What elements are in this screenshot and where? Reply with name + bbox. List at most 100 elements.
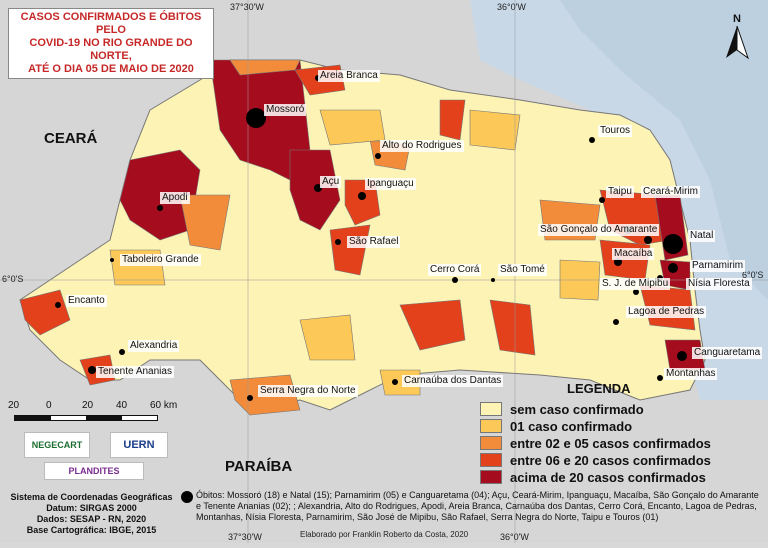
- city-label-sao-goncalo: São Gonçalo do Amarante: [538, 224, 660, 236]
- death-marker-sj-mipibu: [633, 289, 639, 295]
- city-label-montanhas: Montanhas: [664, 368, 718, 380]
- scale-tick: 20: [82, 400, 94, 411]
- credit: Elaborado por Franklin Roberto da Costa,…: [300, 530, 469, 539]
- city-label-taboleiro-grande: Taboleiro Grande: [120, 254, 201, 266]
- death-marker-encanto: [55, 302, 61, 308]
- death-marker-touros: [589, 137, 595, 143]
- death-marker-sao-tome: [491, 278, 495, 282]
- death-marker-parnamirim: [668, 263, 678, 273]
- death-legend-dot: [181, 491, 193, 503]
- legend-swatch: [480, 419, 502, 433]
- legend-item: acima de 20 casos confirmados: [480, 469, 706, 485]
- legend-label: 01 caso confirmado: [510, 418, 633, 434]
- death-marker-serra-negra: [247, 395, 253, 401]
- death-marker-mossoro: [246, 108, 266, 128]
- death-marker-apodi: [157, 205, 163, 211]
- map-title-line: CASOS CONFIRMADOS E ÓBITOS PELO: [20, 11, 202, 36]
- coord-lon-top-right: 36°0'W: [497, 2, 526, 12]
- yellow-region-4: [299, 314, 356, 361]
- legend-item: 01 caso confirmado: [480, 418, 632, 434]
- city-label-mossoro: Mossoró: [264, 104, 307, 116]
- north-arrow-label: N: [733, 13, 741, 25]
- neighbor-paraiba: PARAÍBA: [225, 458, 293, 475]
- legend-swatch: [480, 453, 502, 467]
- map-title-line: COVID-19 NO RIO GRANDE DO NORTE,: [29, 37, 193, 62]
- death-marker-tenente-ananias: [88, 366, 96, 374]
- macaiba-region: [599, 239, 651, 281]
- city-label-encanto: Encanto: [66, 295, 107, 307]
- city-label-macaiba: Macaíba: [612, 248, 655, 260]
- city-label-alexandria: Alexandria: [128, 340, 180, 352]
- city-label-areia-branca: Areia Branca: [318, 70, 380, 82]
- legend-item: entre 02 e 05 casos confirmados: [480, 435, 711, 451]
- obitos-text: Óbitos: Mossoró (18) e Natal (15); Parna…: [196, 490, 759, 522]
- city-label-alto-do-rodrigues: Alto do Rodrigues: [380, 140, 464, 152]
- scale-tick: 60 km: [150, 400, 178, 411]
- death-legend-icon: [181, 491, 193, 503]
- coast-region: [229, 59, 301, 76]
- legend-title: LEGENDA: [567, 381, 631, 396]
- death-marker-alexandria: [119, 349, 125, 355]
- scale-tick: 0: [46, 400, 52, 411]
- city-label-ceara-mirim: Ceará-Mirim: [641, 186, 700, 198]
- city-label-acu: Açu: [320, 176, 342, 188]
- info-cartographic-base: Base Cartográfica: IBGE, 2015: [26, 525, 157, 535]
- death-marker-macaiba: [614, 258, 622, 266]
- coord-lon-top-left: 37°30'W: [230, 2, 264, 12]
- scale-tick: 20: [8, 400, 20, 411]
- death-marker-montanhas: [657, 375, 663, 381]
- death-marker-ipanguacu: [358, 192, 366, 200]
- city-label-taipu: Taipu: [606, 186, 634, 198]
- death-marker-sao-goncalo: [644, 236, 652, 244]
- legend-swatch: [480, 436, 502, 450]
- legend-item: sem caso confirmado: [480, 401, 644, 417]
- scale-bar: [14, 415, 158, 421]
- city-label-sao-rafael: São Rafael: [347, 236, 401, 248]
- city-label-carnauba: Carnaúba dos Dantas: [402, 375, 504, 387]
- encanto-region: [19, 289, 71, 336]
- legend-swatch: [480, 470, 502, 484]
- coord-lat-right: 6°0'S: [742, 270, 764, 280]
- city-label-canguaretama: Canguaretama: [692, 347, 763, 359]
- legend-label: acima de 20 casos confirmados: [510, 469, 706, 485]
- death-marker-taboleiro: [110, 258, 114, 262]
- death-marker-cerro-cora: [452, 277, 458, 283]
- city-label-sj-mipibu: S. J. de Mipibu: [600, 278, 671, 290]
- west-orange-region: [179, 194, 231, 251]
- north-arrow-right: [736, 25, 749, 60]
- city-label-parnamirim: Parnamirim: [690, 260, 746, 272]
- city-label-cerro-cora: Cerro Corá: [428, 264, 482, 276]
- coord-lon-bottom-right: 36°0'W: [500, 532, 529, 542]
- death-marker-sao-rafael: [335, 239, 341, 245]
- map-title-line: ATÉ O DIA 05 DE MAIO DE 2020: [28, 63, 194, 75]
- info-datum: Datum: SIRGAS 2000: [46, 503, 137, 513]
- legend-swatch: [480, 402, 502, 416]
- legend-item: entre 06 e 20 casos confirmados: [480, 452, 711, 468]
- scale-tick: 40: [116, 400, 128, 411]
- coord-lat-left: 6°0'S: [2, 274, 24, 284]
- city-label-nisia-floresta: Nísia Floresta: [686, 278, 752, 290]
- legend-label: sem caso confirmado: [510, 401, 644, 417]
- city-label-natal: Natal: [688, 230, 716, 242]
- death-marker-natal: [663, 234, 683, 254]
- city-label-ipanguacu: Ipanguaçu: [365, 178, 416, 190]
- city-label-lagoa-de-pedras: Lagoa de Pedras: [626, 306, 707, 318]
- yellow-region-1: [319, 109, 386, 146]
- info-data-source: Dados: SESAP - RN, 2020: [36, 514, 147, 524]
- coord-lon-bottom-left: 37°30'W: [228, 532, 262, 542]
- city-label-sao-tome: São Tomé: [498, 264, 547, 276]
- death-marker-lagoa: [613, 319, 619, 325]
- death-marker-alto-rodrigues: [375, 153, 381, 159]
- yellow-region-2: [469, 109, 521, 151]
- map-title: CASOS CONFIRMADOS E ÓBITOS PELO COVID-19…: [8, 8, 214, 79]
- central-red-region: [399, 299, 466, 351]
- ocean-deep: [560, 0, 768, 300]
- death-marker-taipu: [599, 197, 605, 203]
- north-arrow-icon: N: [726, 13, 749, 60]
- logo-plandites: PLANDITES: [44, 462, 144, 480]
- legend-label: entre 02 e 05 casos confirmados: [510, 435, 711, 451]
- central-red-region-2: [489, 299, 536, 356]
- city-label-tenente-ananias: Tenente Ananias: [96, 366, 174, 378]
